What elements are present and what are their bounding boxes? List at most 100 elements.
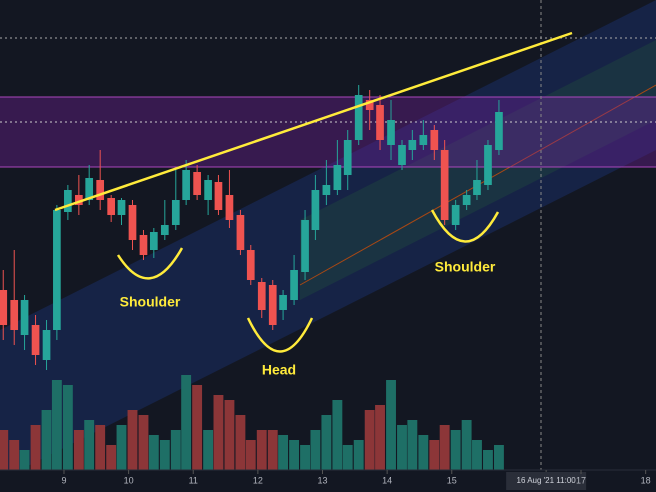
volume-bar [386, 380, 396, 470]
candle-body [473, 180, 481, 195]
candle-body [257, 282, 266, 310]
x-tick-label: 14 [382, 475, 392, 485]
arc [116, 247, 184, 280]
candle-body [484, 145, 492, 185]
annotations: Shoulder Head Shoulder [120, 259, 496, 378]
x-ticks: 9 10 11 12 13 14 15 16 Aug '21 11:00 17 18 [61, 470, 651, 490]
candles [0, 85, 503, 370]
candle-body [75, 195, 83, 205]
volume-bar [138, 415, 149, 470]
x-tick-label: 13 [317, 475, 327, 485]
candle-body [376, 105, 384, 140]
candle-body [387, 120, 395, 145]
volume-bar [224, 400, 235, 470]
volume-bar [364, 410, 375, 470]
x-axis [0, 470, 656, 492]
volume-bar [159, 440, 170, 470]
candle-body [301, 220, 309, 272]
candle-body [311, 190, 320, 230]
volume-bar [267, 430, 278, 470]
arc [430, 209, 500, 243]
candle-body [365, 100, 374, 110]
volume-bar [342, 445, 353, 470]
trend-line [54, 31, 573, 212]
channel [0, 0, 656, 480]
x-tick-label: 16 Aug '21 11:00 [517, 476, 577, 485]
volume-bar [84, 420, 95, 470]
x-tick-label: 18 [641, 475, 651, 485]
x-tick-label: 17 [576, 475, 586, 485]
candle-body [204, 180, 212, 200]
candle-body [182, 170, 190, 200]
volume-bar [300, 445, 311, 470]
candle-body [322, 185, 331, 195]
candle-body [430, 130, 439, 150]
x-tick-label: 10 [124, 475, 134, 485]
volume-bar [483, 450, 493, 470]
volume-bar [278, 435, 289, 470]
candle-body [246, 250, 255, 280]
volume-bar [19, 450, 30, 470]
candle-body [451, 205, 460, 225]
x-tick-label: 15 [447, 475, 457, 485]
candle-body [279, 295, 287, 310]
x-tick-label: 12 [253, 475, 263, 485]
volume-bar [407, 420, 418, 470]
volume-bar [170, 430, 181, 470]
volume-bar [95, 425, 106, 470]
pattern-label: Head [262, 362, 296, 378]
volume-bar [106, 445, 117, 470]
candle-body [440, 150, 449, 220]
pattern-overlay [54, 31, 573, 353]
candle-body [290, 270, 298, 300]
candle-body [42, 330, 51, 360]
zone [0, 97, 656, 167]
candle-body [225, 195, 234, 220]
volume-bar [213, 395, 224, 470]
x-tick-label: 9 [61, 475, 66, 485]
volume-bar [418, 435, 429, 470]
volume-bar [51, 380, 62, 470]
volume-bar [256, 430, 267, 470]
candle-body [171, 200, 180, 225]
candle-body [64, 190, 72, 212]
volume-bar [310, 430, 321, 470]
candle-body [462, 195, 471, 205]
volume-bar [375, 405, 385, 470]
x-tick-label: 11 [189, 475, 198, 485]
pattern-label: Shoulder [120, 294, 181, 310]
decorations [0, 0, 656, 480]
candle-body [128, 205, 137, 240]
volume-bar [181, 375, 192, 470]
candle-body [160, 225, 169, 235]
candle-body [0, 290, 8, 325]
volume-bar [73, 430, 84, 470]
candle-body [85, 178, 94, 200]
candle-body [31, 325, 40, 355]
volume-bar [62, 385, 73, 470]
volume-bar [397, 425, 407, 470]
candle-body [96, 180, 105, 200]
volume-bar [41, 410, 52, 470]
candle-body [193, 172, 201, 195]
volume-bar [472, 440, 482, 470]
candle-body [398, 145, 406, 165]
volume-bar [321, 415, 332, 470]
volume-bar [439, 425, 450, 470]
candle-body [117, 200, 126, 215]
volume-bar [245, 440, 256, 470]
volume-bar [353, 440, 364, 470]
volume-bar [116, 425, 127, 470]
candle-body [333, 165, 342, 190]
volume-bar [332, 400, 343, 470]
candle-body [149, 232, 158, 250]
volume-bar [148, 435, 159, 470]
candle-body [495, 112, 503, 150]
candle-body [343, 140, 352, 175]
x-tick-highlight [506, 472, 587, 490]
candle-body [354, 95, 363, 140]
volume-bar [450, 430, 461, 470]
volume-bar [0, 430, 9, 470]
